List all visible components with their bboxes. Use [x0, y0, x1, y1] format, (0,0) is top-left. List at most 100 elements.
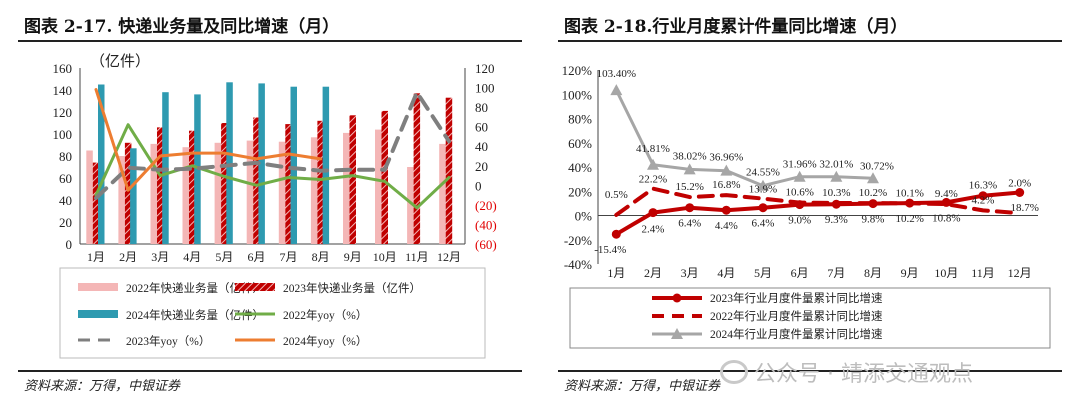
right-source: 资料来源：万得，中银证券 [564, 379, 721, 394]
bar-2022 [310, 137, 318, 244]
yoy-line-2023 [94, 90, 451, 200]
left-y-tick-label: 140 [53, 83, 73, 98]
bar-2023 [124, 142, 132, 244]
right-y-tick-label: 80 [475, 100, 488, 115]
bar-2022 [407, 167, 414, 244]
right-y-tick-label: 20 [475, 159, 488, 174]
data-label: 10.6% [785, 187, 813, 199]
x-tick-label: 6月 [247, 250, 265, 264]
data-label: 24.55% [746, 167, 780, 179]
x-tick-label: 7月 [827, 266, 845, 280]
point-2024 [720, 164, 733, 176]
legend-frame [569, 287, 1051, 349]
x-tick-label: 9月 [344, 250, 362, 264]
legend-marker [671, 328, 683, 339]
y-tick-label: 80% [568, 112, 592, 127]
point-2023 [721, 205, 731, 215]
point-2024 [647, 158, 659, 170]
x-tick-label: 11月 [405, 250, 429, 264]
right-y-tick-label: (20) [475, 198, 497, 213]
data-label: 0.5% [605, 189, 628, 201]
legend-label: 2024年行业月度件量累计同比增速 [710, 327, 883, 341]
left-y-tick-label: 20 [59, 215, 72, 230]
point-2024 [757, 179, 769, 191]
data-label: 10.2% [859, 187, 887, 199]
left-source-rule [18, 370, 522, 372]
bar-2024 [98, 84, 105, 244]
y-tick-label: 40% [568, 160, 592, 175]
left-y-tick-label: 40 [59, 193, 72, 208]
point-2024 [830, 170, 843, 182]
point-2023 [611, 229, 621, 239]
right-y-tick-label: 120 [475, 61, 495, 76]
left-axis-unit-label: （亿件） [90, 53, 150, 70]
data-label: 2.0% [1008, 178, 1031, 190]
bar-2022 [182, 147, 189, 244]
x-tick-label: 6月 [791, 266, 809, 280]
x-tick-label: 12月 [1008, 266, 1032, 280]
legend-swatch [78, 310, 118, 318]
data-label: 4.4% [715, 220, 738, 232]
bar-2024 [290, 86, 297, 244]
legend-frame [59, 267, 486, 359]
legend-label: 2024年快递业务量（亿件） [126, 308, 264, 322]
data-label: 9.0% [788, 215, 811, 227]
right-y-tick-label: (40) [475, 217, 497, 232]
x-tick-label: 12月 [437, 250, 461, 264]
point-2024 [610, 84, 623, 96]
left-y-tick-label: 100 [53, 127, 73, 142]
y-tick-label: 60% [568, 136, 592, 151]
bar-2024 [322, 86, 330, 244]
watermark-text: 公众号 · 靖添交通观点 [754, 362, 973, 387]
data-label: 103.40% [597, 68, 636, 80]
data-label: 2.4% [642, 224, 665, 236]
legend-swatch [235, 283, 275, 291]
point-2023 [758, 203, 768, 213]
bar-2022 [118, 156, 125, 244]
data-label: 4.2% [972, 194, 995, 206]
x-tick-label: 5月 [754, 266, 772, 280]
point-2024 [867, 172, 879, 184]
x-tick-label: 3月 [681, 266, 699, 280]
data-label: 15.2% [675, 181, 703, 193]
bar-2023 [157, 127, 164, 244]
watermark: 公众号 · 靖添交通观点 [720, 356, 973, 388]
data-label: 9.8% [862, 214, 885, 226]
legend-label: 2022年快递业务量（亿件） [126, 281, 264, 295]
right-title-rule [558, 40, 1062, 42]
x-tick-label: 2月 [644, 266, 662, 280]
bar-2024 [130, 148, 137, 244]
right-y-tick-label: 100 [475, 81, 495, 96]
bar-2022 [278, 141, 286, 244]
x-tick-label: 8月 [312, 250, 330, 264]
legend-label: 2023年行业月度件量累计同比增速 [710, 291, 883, 305]
bar-2023 [221, 123, 228, 244]
y-tick-label: 100% [562, 87, 593, 102]
x-tick-label: 9月 [901, 266, 919, 280]
point-2023 [941, 197, 951, 207]
wechat-icon [720, 360, 748, 384]
left-title-rule [18, 40, 522, 42]
bar-2024 [226, 82, 233, 244]
x-tick-label: 5月 [215, 250, 233, 264]
legend-label: 2023年快递业务量（亿件） [283, 281, 421, 295]
right-source-rule [558, 370, 1062, 372]
point-2023 [905, 198, 915, 208]
data-label: 38.02% [673, 150, 707, 162]
data-label: 32.01% [819, 159, 853, 171]
x-tick-label: 7月 [280, 250, 298, 264]
data-label: 10.1% [895, 187, 923, 199]
right-y-tick-label: 0 [475, 178, 482, 193]
bar-2023 [285, 124, 292, 244]
point-2024 [683, 163, 696, 175]
bar-2022 [246, 140, 254, 244]
left-source: 资料来源：万得，中银证券 [24, 379, 181, 394]
left-chart-title: 图表 2-17. 快递业务量及同比增速（月） [24, 17, 340, 37]
data-label: 30.72% [860, 160, 894, 172]
yoy-line-2022 [94, 123, 451, 210]
point-2023 [1015, 188, 1025, 197]
bar-2022 [439, 143, 446, 244]
right-y-tick-label: (60) [475, 237, 497, 252]
bar-2022 [86, 150, 93, 244]
legend-label: 2023年yoy（%） [126, 334, 210, 348]
